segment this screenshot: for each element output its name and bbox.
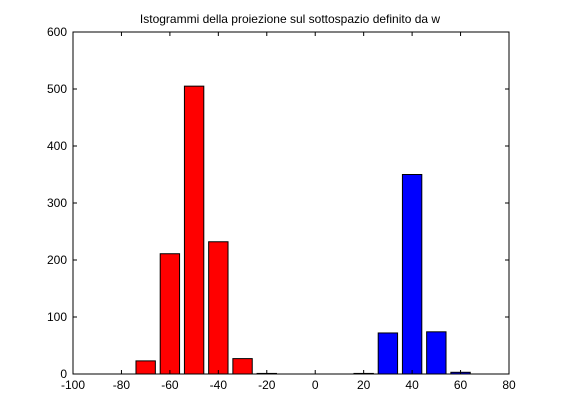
- y-tick-label: 400: [47, 139, 67, 153]
- x-tick-label: 20: [357, 378, 371, 392]
- bar-series-2-3: [426, 331, 447, 375]
- bar-series-1-0: [135, 360, 156, 375]
- x-tick-label: 60: [454, 378, 468, 392]
- bar-series-1-3: [208, 241, 229, 375]
- y-tick-label: 500: [47, 82, 67, 96]
- x-tick-label: -100: [61, 378, 85, 392]
- y-tick-label: 100: [47, 310, 67, 324]
- x-tick-label: 80: [502, 378, 516, 392]
- plot-frame: [72, 31, 510, 375]
- bars-layer: [135, 85, 471, 375]
- bar-series-1-1: [159, 253, 181, 375]
- x-tick-label: 40: [405, 378, 419, 392]
- bar-series-2-2: [401, 174, 423, 375]
- y-tick-label: 300: [47, 196, 67, 210]
- y-tick-label: 600: [47, 25, 67, 39]
- axes-layer: -100 -80 -60 -40 -20 0 20 40 60 80 0 100 200 300 400 50…: [47, 25, 516, 392]
- x-tick-label: -40: [210, 378, 228, 392]
- x-tick-label: -80: [113, 378, 131, 392]
- x-tick-label: -20: [258, 378, 276, 392]
- x-tick-label: -60: [161, 378, 179, 392]
- y-tick-label: 200: [47, 253, 67, 267]
- chart-title: Istogrammi della proiezione sul sottospa…: [140, 12, 440, 26]
- x-tick-label: 0: [312, 378, 319, 392]
- bar-series-1-2: [183, 85, 205, 375]
- y-tick-label: 0: [60, 367, 67, 381]
- bar-series-2-1: [377, 332, 399, 375]
- bar-series-1-4: [232, 358, 253, 375]
